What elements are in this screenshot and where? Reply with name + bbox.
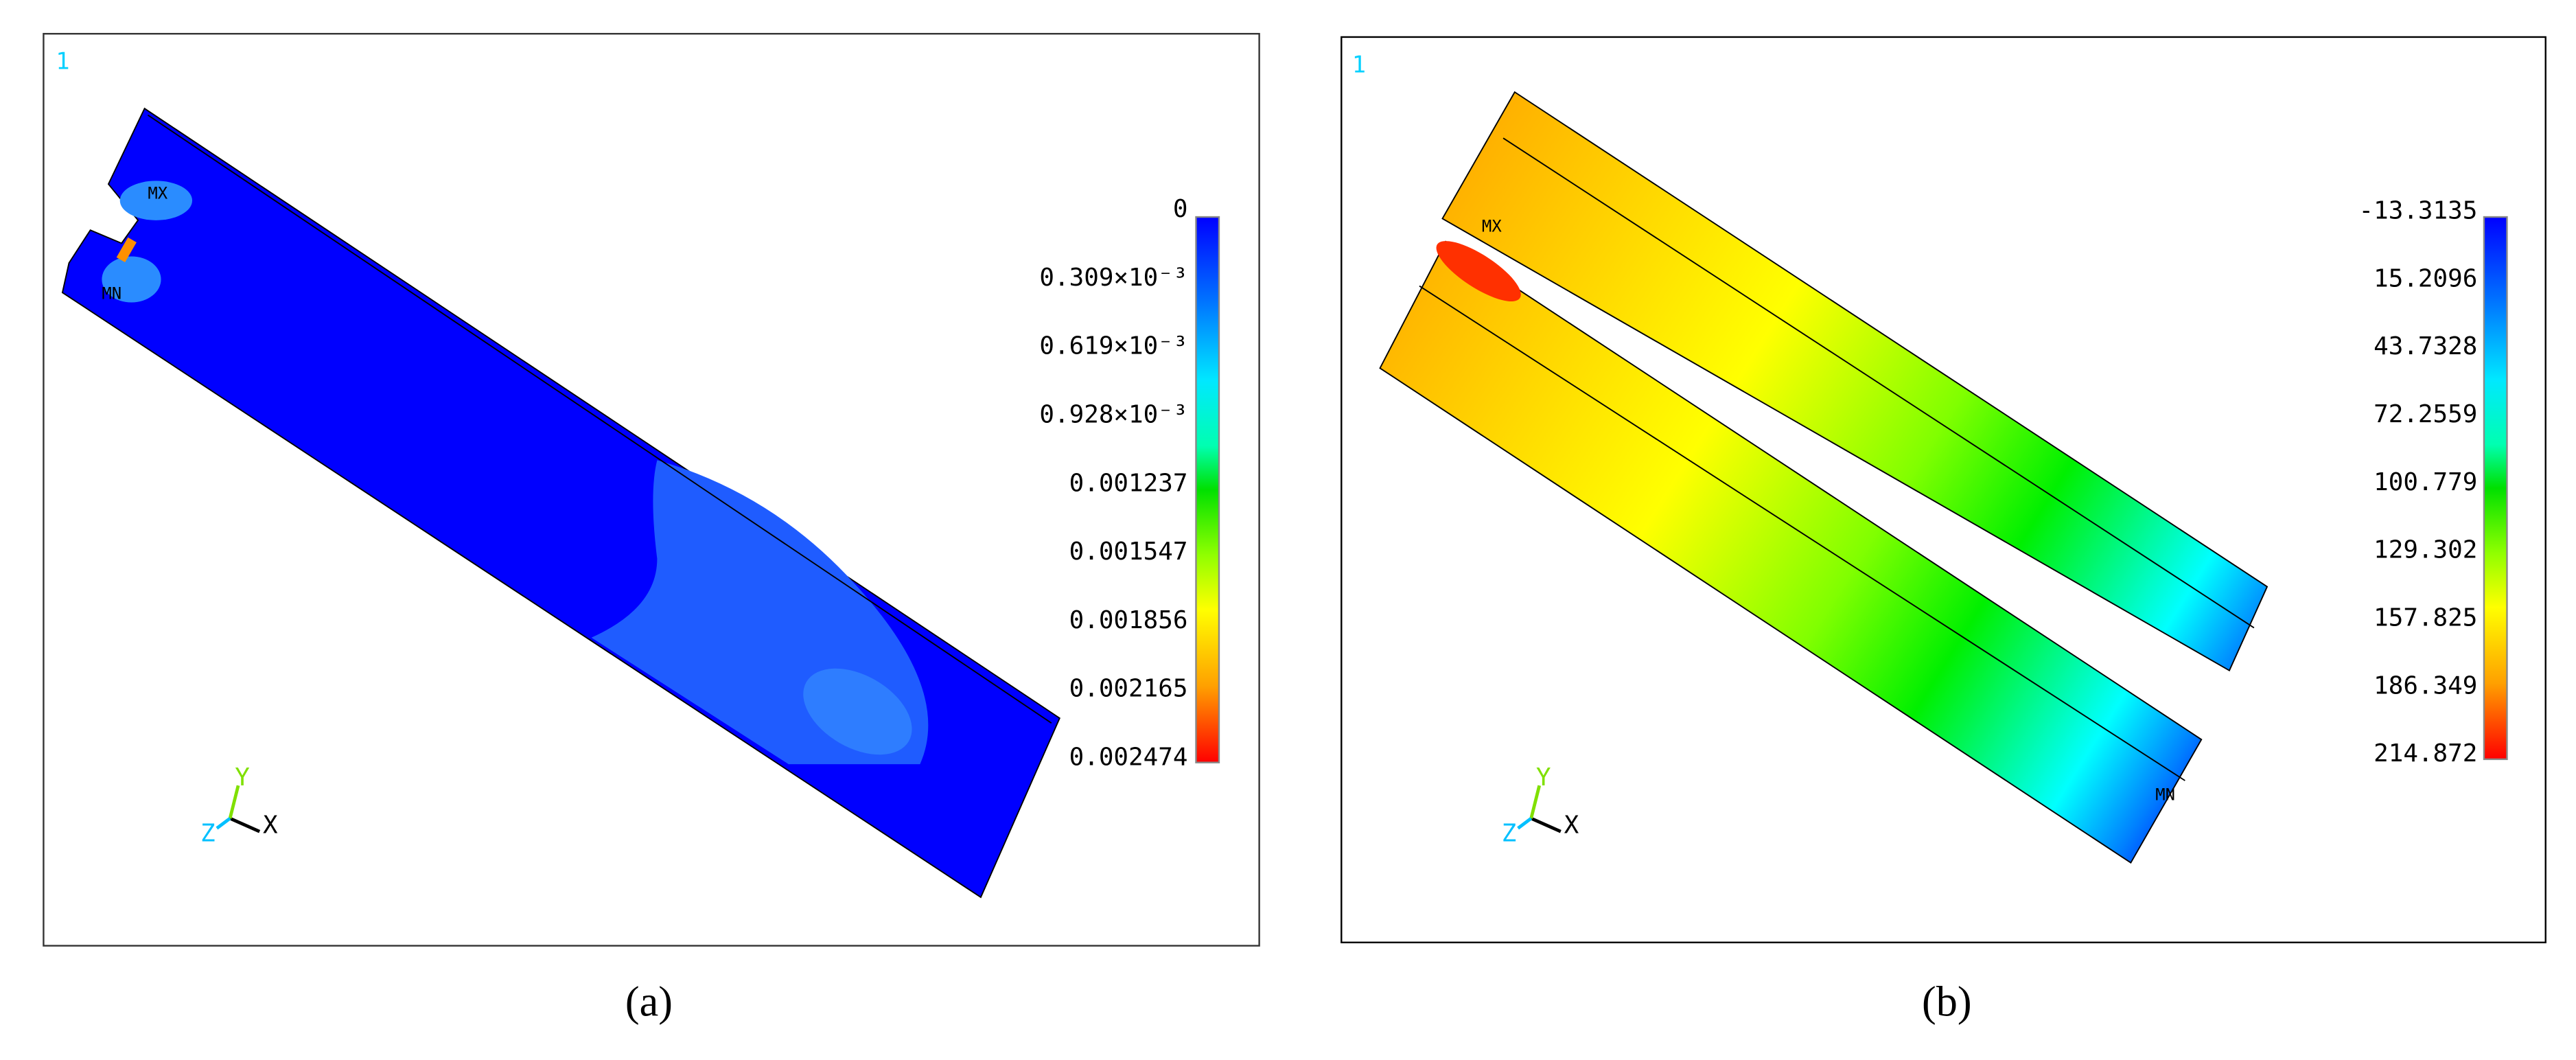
stress-zone: [803, 668, 912, 755]
legend-label: -13.3135: [2359, 196, 2478, 224]
legend-label: 0.619×10⁻³: [1039, 332, 1187, 360]
min-label: MN: [102, 284, 121, 303]
stress-zone: [119, 181, 193, 220]
axis-y: [228, 785, 240, 819]
max-label: MX: [1482, 217, 1502, 236]
legend-label: 100.779: [2374, 468, 2477, 496]
legend-label: 0.001547: [1069, 538, 1188, 566]
window-number: 1: [56, 48, 69, 75]
axis-z: [1517, 817, 1533, 830]
stress-zone: [102, 256, 161, 303]
min-label: MN: [2155, 785, 2175, 805]
triad-x: X: [1564, 811, 1579, 840]
legend-label: 0.928×10⁻³: [1039, 400, 1187, 428]
labels: 1 MX MN 0 0.309×10⁻³ 0.619×10⁻³ 0.928×10⁻³ 0.00…: [56, 48, 2477, 1026]
triad-z: Z: [200, 820, 216, 848]
max-label: MX: [148, 184, 167, 203]
triad-z: Z: [1502, 820, 1517, 848]
legend-label: 72.2559: [2374, 400, 2477, 428]
axis-z: [216, 817, 231, 830]
color-bar: [1195, 216, 1220, 763]
edge: [1502, 137, 2255, 629]
legend-label: 214.872: [2374, 739, 2477, 768]
window-number: 1: [1352, 51, 1366, 78]
hot-spot: [1436, 241, 1521, 301]
hot-spot: [116, 237, 137, 263]
triad-y: Y: [235, 763, 250, 792]
legend-label: 0: [1173, 195, 1188, 223]
edge: [1419, 285, 2185, 781]
axis-y: [1529, 785, 1542, 819]
legend-label: 157.825: [2374, 604, 2477, 632]
legend-label: 129.302: [2374, 536, 2477, 564]
axis-x: [1530, 816, 1562, 833]
legend-label: 0.001856: [1069, 606, 1188, 634]
caption: (b): [1922, 978, 1972, 1025]
legend-label: 0.002474: [1069, 744, 1188, 772]
legend-label: 43.7328: [2374, 332, 2477, 360]
legend-label: 0.002165: [1069, 675, 1188, 703]
caption: (a): [625, 978, 673, 1025]
beam: [1379, 240, 2203, 864]
color-bar: [2483, 216, 2508, 761]
axis-x: [229, 816, 261, 833]
legend-label: 186.349: [2374, 671, 2477, 700]
beam: [1441, 91, 2268, 671]
legend-label: 15.2096: [2374, 264, 2477, 292]
edge: [147, 114, 1052, 724]
triad-y: Y: [1536, 763, 1551, 792]
legend-label: 0.001237: [1069, 469, 1188, 497]
triad-x: X: [263, 811, 278, 840]
legend-label: 0.309×10⁻³: [1039, 264, 1187, 292]
